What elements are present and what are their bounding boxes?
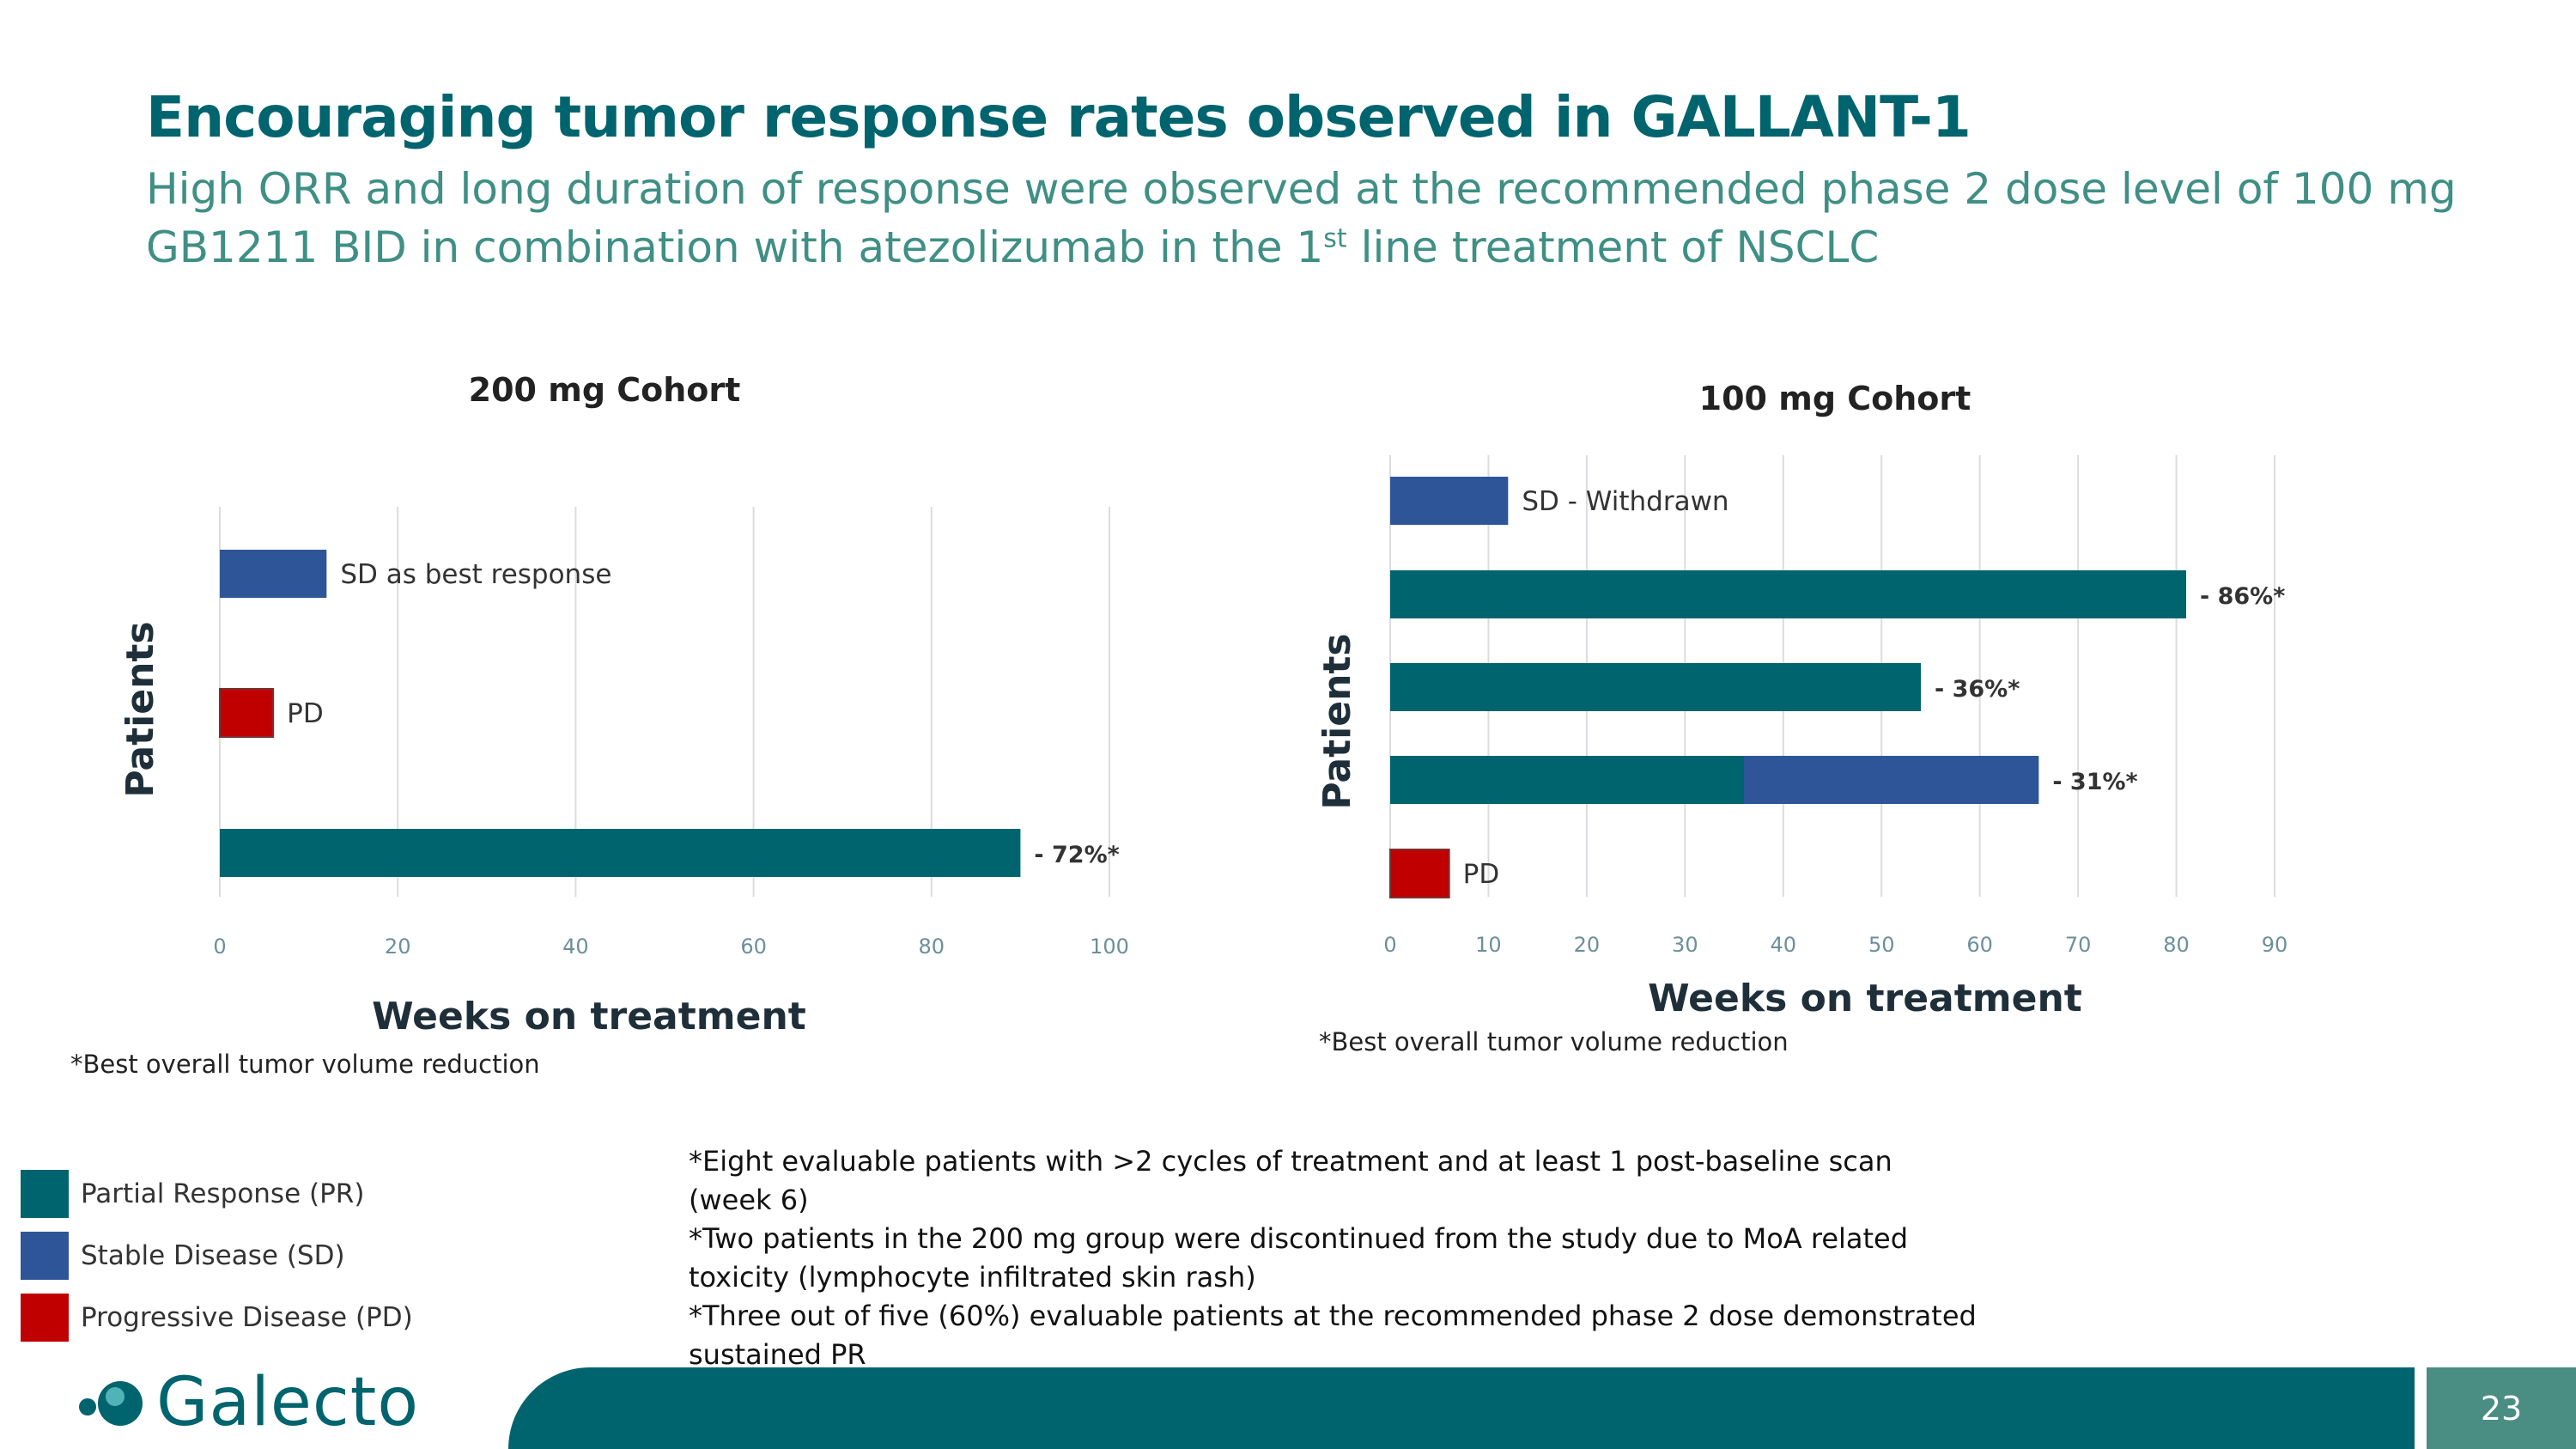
x-tick-label: 40: [1771, 933, 1797, 957]
legend-swatch-sd: [21, 1232, 69, 1280]
company-logo: Galecto: [76, 1364, 419, 1441]
subtitle-text-end: line treatment of NSCLC: [1346, 222, 1880, 272]
subtitle-text: High ORR and long duration of response w…: [146, 164, 2457, 272]
bar-sd: [1744, 756, 2039, 804]
bar-sd: [1390, 477, 1509, 525]
bar-pr: [220, 829, 1021, 877]
x-tick-label: 40: [562, 935, 589, 959]
x-tick-label: 10: [1475, 933, 1502, 957]
bar-pr: [1390, 756, 1744, 804]
slide-title: Encouraging tumor response rates observe…: [146, 84, 1971, 150]
x-tick-label: 100: [1090, 935, 1129, 959]
x-tick-label: 50: [1868, 933, 1895, 957]
x-tick-label: 80: [919, 935, 945, 959]
bar-data-label: SD as best response: [340, 559, 611, 590]
x-tick-label: 30: [1672, 933, 1698, 957]
x-tick-label: 0: [1383, 933, 1396, 957]
legend-item-pd: Progressive Disease (PD): [21, 1294, 413, 1342]
bar-data-label: PD: [287, 698, 324, 729]
logo-text: Galecto: [156, 1364, 420, 1441]
bar-pd: [219, 688, 275, 738]
x-tick-label: 20: [385, 935, 411, 959]
chart-100-footnote: *Best overall tumor volume reduction: [1319, 1027, 1789, 1056]
x-tick-label: 80: [2163, 933, 2190, 957]
note-line-2: *Two patients in the 200 mg group were d…: [689, 1222, 1909, 1294]
bar-data-label: - 31%*: [2052, 769, 2137, 795]
notes-block: *Eight evaluable patients with >2 cycles…: [689, 1142, 1977, 1374]
bar-data-label: - 72%*: [1034, 842, 1119, 868]
subtitle-superscript: st: [1323, 223, 1347, 254]
slide-subtitle: High ORR and long duration of response w…: [146, 160, 2550, 277]
legend-label-sd: Stable Disease (SD): [81, 1240, 345, 1271]
bar-pd: [1389, 849, 1450, 898]
legend-swatch-pr: [21, 1170, 69, 1218]
legend: Partial Response (PR) Stable Disease (SD…: [21, 1170, 413, 1355]
x-tick-label: 60: [740, 935, 767, 959]
chart-100mg-cohort: 0 10 20 30 40 50 60 70 80 90 SD - Withdrawn - 86%* -…: [1315, 380, 2288, 1020]
x-axis-label: Weeks on treatment: [1648, 977, 2082, 1020]
bar-data-label: PD: [1463, 859, 1500, 890]
bar-pr: [1390, 570, 2186, 618]
legend-swatch-pd: [21, 1294, 69, 1342]
x-tick-label: 60: [1966, 933, 1993, 957]
x-tick-label: 20: [1574, 933, 1601, 957]
chart-200mg-cohort: 0 20 40 60 80 100 SD as best response PD - 72%* 2…: [118, 371, 1129, 1038]
note-line-3: *Three out of five (60%) evaluable patie…: [689, 1300, 1977, 1371]
bar-data-label: - 36%*: [1935, 676, 2020, 703]
bar-data-label: - 86%*: [2200, 583, 2285, 610]
y-axis-label: Patients: [118, 621, 162, 797]
x-tick-label: 90: [2262, 933, 2288, 957]
bar-sd: [220, 550, 327, 598]
galecto-logo-icon: [79, 1381, 143, 1426]
legend-item-pr: Partial Response (PR): [21, 1170, 413, 1218]
x-axis-label: Weeks on treatment: [372, 995, 806, 1038]
bar-data-label: SD - Withdrawn: [1522, 486, 1728, 517]
legend-item-sd: Stable Disease (SD): [21, 1232, 413, 1280]
page-number: 23: [2427, 1367, 2576, 1449]
legend-label-pr: Partial Response (PR): [81, 1178, 365, 1209]
x-tick-label: 70: [2065, 933, 2092, 957]
bar-pr: [1390, 663, 1921, 711]
chart-title: 100 mg Cohort: [1699, 380, 1971, 417]
chart-title: 200 mg Cohort: [469, 371, 741, 409]
x-tick-label: 0: [213, 935, 226, 959]
y-axis-label: Patients: [1315, 633, 1359, 809]
footer-band: [508, 1367, 2415, 1449]
note-line-1: *Eight evaluable patients with >2 cycles…: [689, 1145, 1893, 1216]
chart-200-footnote: *Best overall tumor volume reduction: [70, 1050, 540, 1079]
legend-label-pd: Progressive Disease (PD): [81, 1302, 413, 1333]
